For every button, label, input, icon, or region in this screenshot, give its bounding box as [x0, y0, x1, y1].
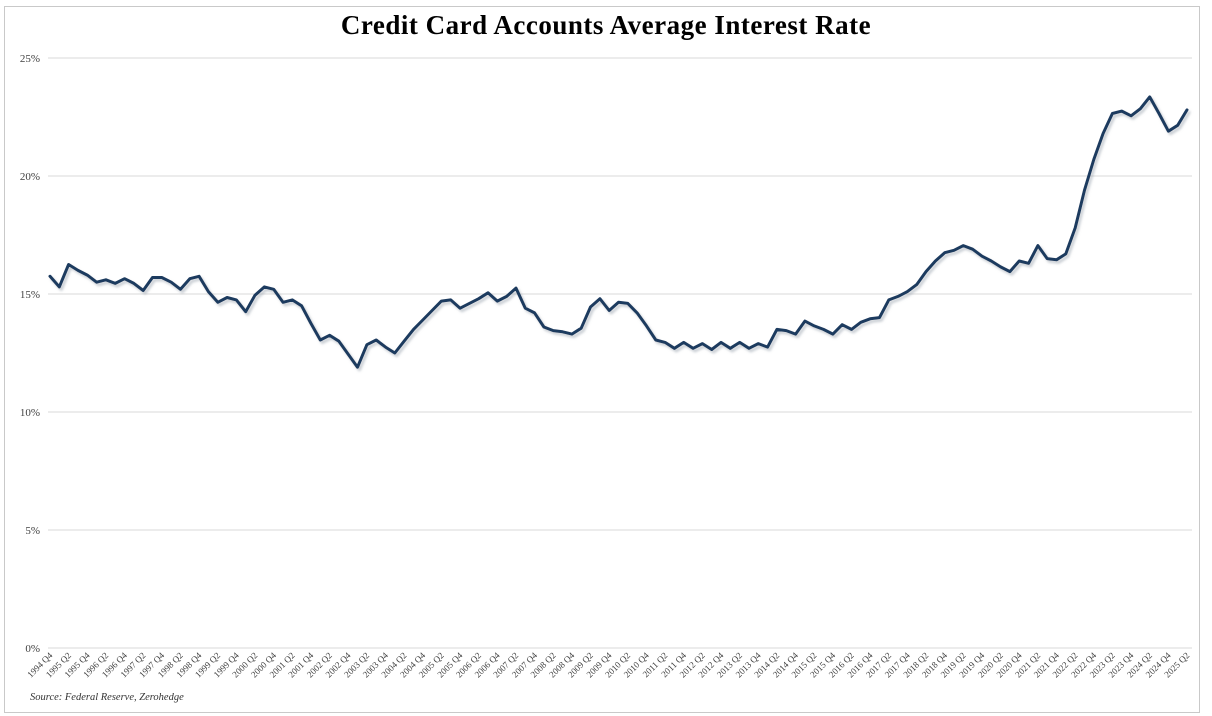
- y-axis-tick-label: 20%: [20, 171, 40, 183]
- y-axis-tick-label: 15%: [20, 289, 40, 301]
- y-axis-tick-label: 25%: [20, 53, 40, 65]
- source-note: Source: Federal Reserve, Zerohedge: [30, 692, 184, 703]
- y-axis-tick-label: 0%: [25, 643, 40, 655]
- gridlines: [48, 57, 1192, 649]
- rate-line: [48, 95, 1189, 369]
- page-title: Credit Card Accounts Average Interest Ra…: [340, 10, 872, 40]
- y-axis-tick-labels: 0% 5% 10% 15% 20% 25%: [20, 53, 40, 655]
- y-axis-tick-label: 10%: [20, 407, 40, 419]
- rate-line-series: [48, 95, 1189, 369]
- y-axis-tick-label: 5%: [25, 525, 40, 537]
- chart-frame: [4, 6, 1200, 713]
